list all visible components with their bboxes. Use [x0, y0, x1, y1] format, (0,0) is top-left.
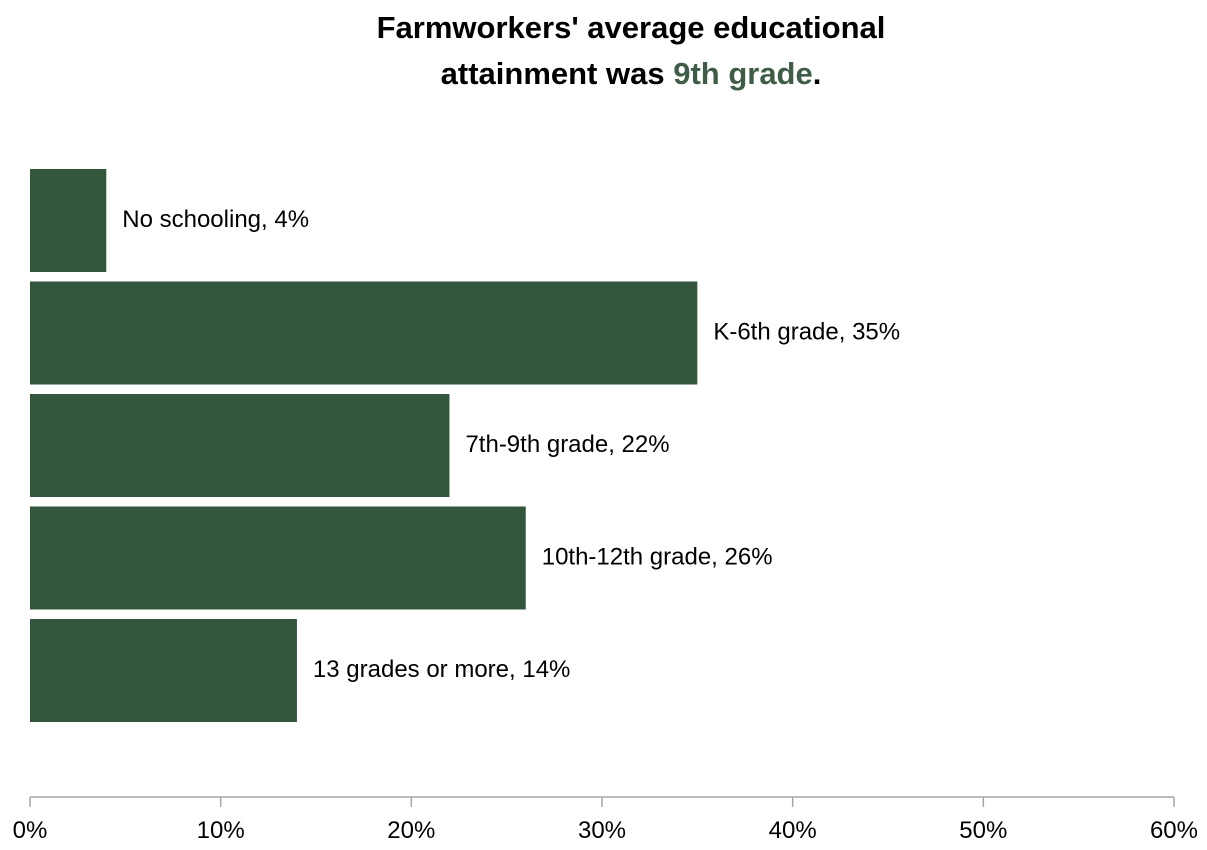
title-highlight: 9th grade	[673, 56, 813, 91]
x-tick-label-2: 20%	[387, 817, 435, 844]
bar-5	[30, 619, 297, 722]
title-line-2-suffix: .	[812, 56, 822, 91]
data-label-4: 10th-12th grade, 26%	[542, 543, 773, 570]
data-label-2: K-6th grade, 35%	[713, 318, 900, 345]
x-tick-label-6: 60%	[1150, 817, 1198, 844]
bar-4	[30, 506, 526, 610]
bar-3	[30, 394, 450, 497]
x-tick-label-1: 10%	[197, 817, 245, 844]
data-label-3: 7th-9th grade, 22%	[465, 431, 669, 458]
x-tick-label-5: 50%	[959, 817, 1007, 844]
title-line-1: Farmworkers' average educational	[376, 10, 886, 45]
x-tick-label-0: 0%	[13, 817, 48, 844]
data-label-1: No schooling, 4%	[122, 206, 309, 233]
chart-title: Farmworkers' average educational attainm…	[0, 5, 1207, 97]
title-line-2-prefix: attainment was	[440, 56, 674, 91]
x-tick-label-4: 40%	[769, 817, 817, 844]
bar-1	[30, 169, 107, 272]
data-label-5: 13 grades or more, 14%	[313, 656, 570, 683]
x-tick-label-3: 30%	[578, 817, 626, 844]
bar-2	[30, 281, 698, 385]
title-line-2: attainment was 9th grade.	[0, 51, 1207, 97]
